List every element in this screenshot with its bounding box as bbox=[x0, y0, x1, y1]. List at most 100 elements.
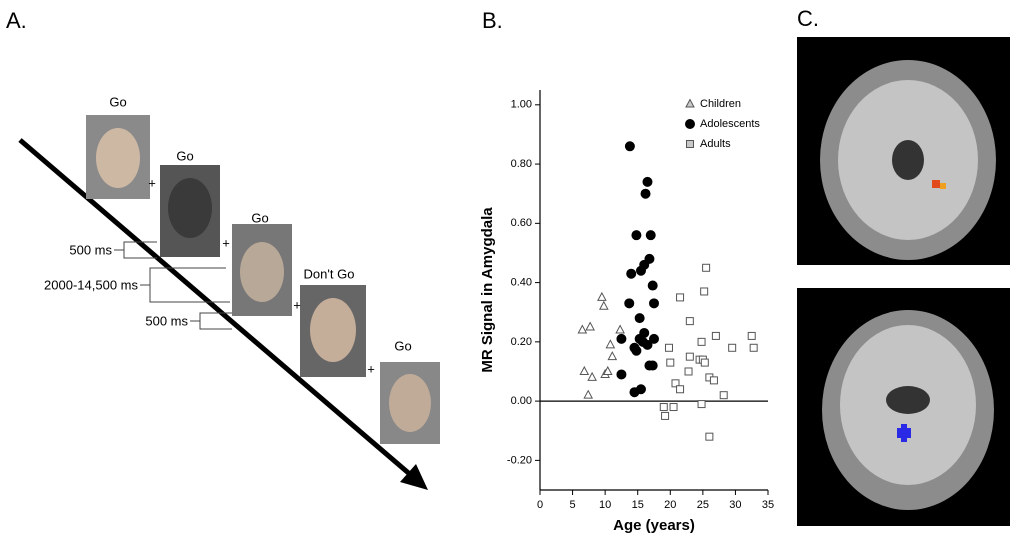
point bbox=[640, 188, 651, 199]
x-tick-label: 0 bbox=[537, 499, 543, 511]
time-arrow bbox=[18, 138, 414, 478]
trial-label: Go bbox=[176, 148, 193, 163]
legend-marker bbox=[685, 119, 695, 129]
y-tick-label: 0.40 bbox=[511, 276, 532, 288]
point bbox=[616, 333, 627, 344]
panel-label: A. bbox=[6, 8, 27, 33]
point bbox=[577, 324, 588, 334]
x-tick-label: 25 bbox=[697, 499, 709, 511]
scatter-plot: 1.00 0.80 0.60 0.40 0.20 0.00 -0.20 0 5 10 15 20 25 3… bbox=[479, 90, 774, 534]
point bbox=[615, 324, 625, 334]
y-axis-label: MR Signal in Amygdala bbox=[479, 207, 496, 373]
fixation-cross: + bbox=[222, 235, 230, 250]
x-tick-label: 35 bbox=[762, 499, 774, 511]
legend-label: Adolescents bbox=[700, 118, 760, 130]
point bbox=[624, 141, 635, 152]
point bbox=[631, 345, 642, 356]
point bbox=[676, 293, 685, 302]
ventricle bbox=[892, 140, 924, 180]
faces bbox=[86, 115, 440, 444]
point bbox=[728, 343, 737, 352]
point bbox=[607, 351, 618, 361]
side-label: L bbox=[1012, 392, 1017, 402]
x-axis-label: Age (years) bbox=[613, 517, 695, 534]
activation bbox=[901, 424, 907, 442]
point bbox=[585, 321, 595, 331]
point bbox=[634, 313, 645, 324]
point bbox=[697, 337, 706, 346]
point bbox=[664, 343, 673, 352]
legend-marker bbox=[686, 140, 694, 148]
timing-label: 500 ms bbox=[69, 242, 112, 257]
point bbox=[649, 298, 659, 309]
fixation-cross: + bbox=[293, 297, 301, 312]
point bbox=[700, 287, 709, 296]
legend-label: Children bbox=[700, 98, 741, 110]
point bbox=[749, 343, 758, 352]
point bbox=[642, 176, 653, 187]
point bbox=[587, 371, 597, 381]
timing-label: 2000-14,500 ms bbox=[44, 277, 138, 292]
x-tick-label: 15 bbox=[632, 499, 644, 511]
point bbox=[685, 317, 694, 326]
panel-a: A. Go Go Go Don't Go Go + + + + bbox=[6, 8, 440, 490]
timing-brackets bbox=[114, 241, 232, 330]
point bbox=[631, 230, 642, 241]
point bbox=[635, 265, 646, 276]
x-tick-label: 30 bbox=[729, 499, 741, 511]
point bbox=[616, 369, 627, 380]
y-tick-label: 0.00 bbox=[511, 395, 532, 407]
legend-marker bbox=[685, 98, 695, 108]
x-tick-label: 10 bbox=[599, 499, 611, 511]
face bbox=[310, 298, 356, 362]
point bbox=[647, 280, 658, 291]
ventricle bbox=[886, 386, 930, 414]
point bbox=[685, 352, 694, 361]
activation bbox=[932, 180, 940, 188]
panel-label: B. bbox=[482, 8, 503, 33]
y-tick-label: 0.20 bbox=[511, 336, 532, 348]
point bbox=[700, 358, 709, 367]
legend-label: Adults bbox=[700, 138, 731, 150]
point bbox=[719, 391, 728, 400]
point bbox=[597, 291, 607, 301]
point bbox=[642, 339, 653, 350]
point bbox=[579, 365, 590, 375]
point bbox=[684, 367, 693, 376]
trial-label: Go bbox=[394, 338, 411, 353]
point bbox=[583, 389, 594, 399]
point bbox=[697, 400, 706, 409]
point bbox=[666, 358, 675, 367]
face bbox=[168, 178, 212, 238]
face bbox=[240, 242, 284, 302]
panel-c: C. L L bbox=[797, 6, 1017, 526]
point bbox=[702, 263, 711, 272]
point bbox=[661, 411, 670, 420]
y-tick-label: -0.20 bbox=[507, 454, 532, 466]
point bbox=[645, 230, 656, 241]
point bbox=[629, 387, 640, 398]
point bbox=[647, 360, 658, 371]
point bbox=[711, 331, 720, 340]
y-tick-label: 0.60 bbox=[511, 217, 532, 229]
point bbox=[605, 339, 616, 349]
x-tick-label: 5 bbox=[570, 499, 576, 511]
point bbox=[671, 379, 680, 388]
x-tick-label: 20 bbox=[664, 499, 676, 511]
face bbox=[389, 374, 431, 432]
activation bbox=[940, 183, 946, 189]
side-label: L bbox=[1012, 172, 1017, 182]
point bbox=[626, 268, 637, 279]
arrow-head bbox=[400, 464, 428, 490]
point bbox=[599, 300, 609, 310]
point bbox=[649, 333, 659, 344]
point bbox=[624, 298, 635, 309]
point bbox=[747, 331, 756, 340]
trial-label: Go bbox=[109, 94, 126, 109]
point bbox=[676, 385, 685, 394]
point bbox=[705, 432, 714, 441]
point bbox=[602, 365, 613, 375]
fixation-cross: + bbox=[367, 361, 375, 376]
